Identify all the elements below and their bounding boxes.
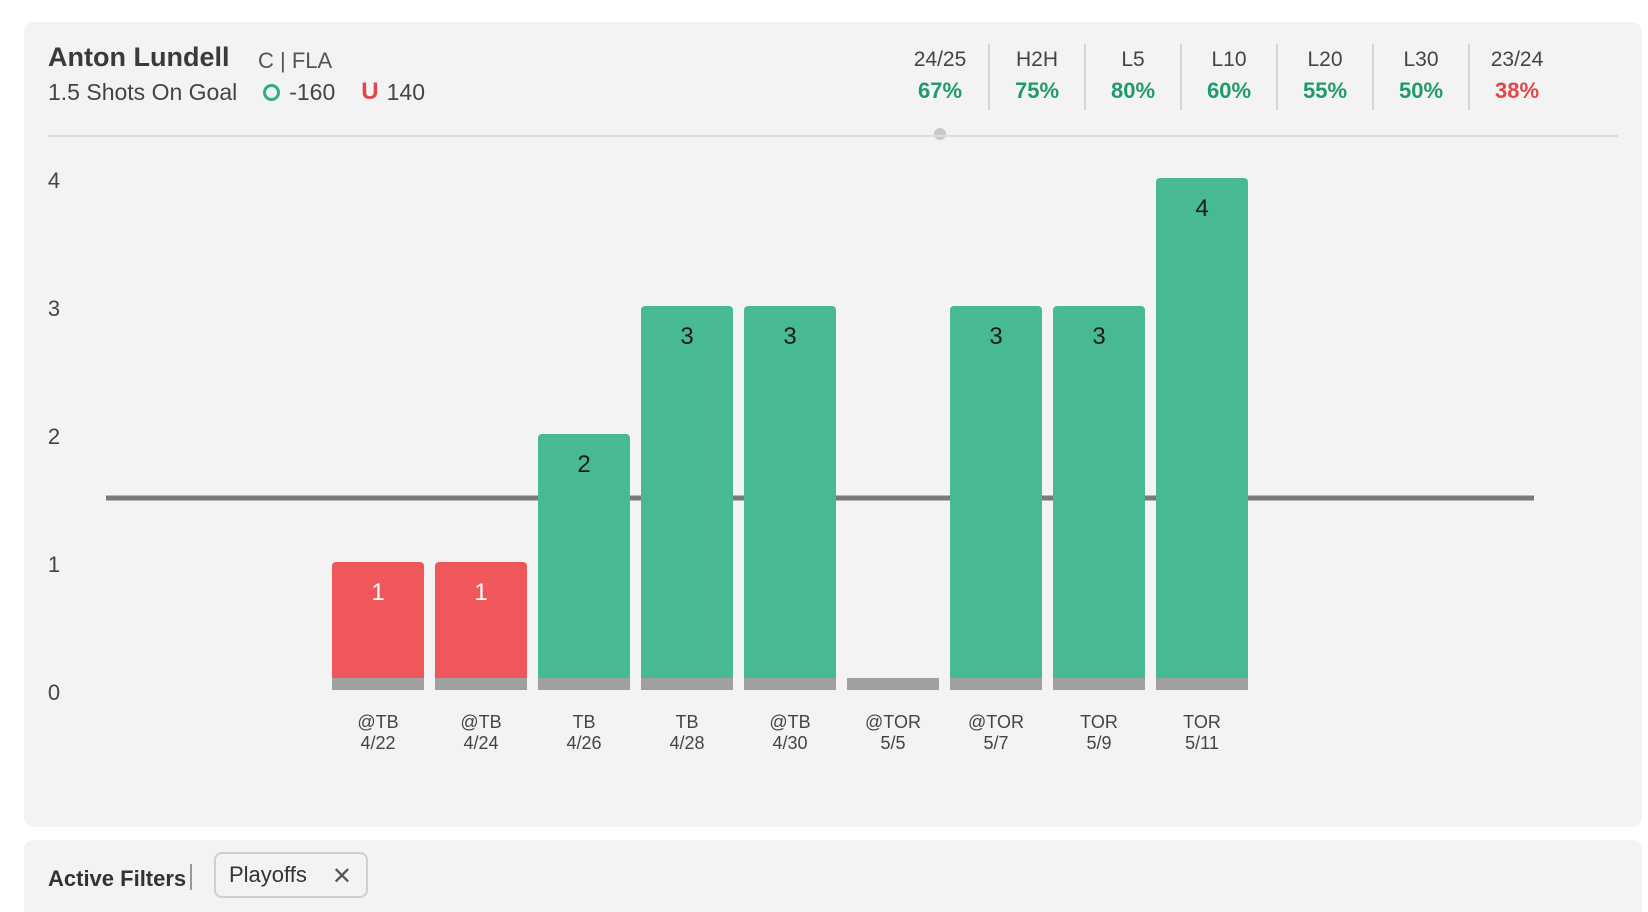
close-icon[interactable]: ✕ <box>331 863 352 890</box>
player-position: C | FLA <box>258 48 333 73</box>
header-divider <box>48 135 1618 137</box>
stat-value: 75% <box>1014 78 1060 103</box>
over-odds: -160 <box>263 79 335 106</box>
x-tick-opponent: @TOR <box>865 712 921 732</box>
x-tick-date: 4/24 <box>463 733 498 753</box>
bar-base <box>847 678 939 690</box>
bar <box>538 434 630 690</box>
chart-card: Anton Lundell C | FLA 1.5 Shots On Goal … <box>24 22 1642 827</box>
stat-tab-l30[interactable]: L30 50% <box>1372 44 1468 110</box>
bar <box>641 306 733 690</box>
x-tick-opponent: @TOR <box>968 712 1024 732</box>
bar-base <box>1156 678 1248 690</box>
data-label: 3 <box>989 323 1002 350</box>
bar <box>332 562 424 690</box>
stat-label: H2H <box>1015 48 1058 71</box>
stat-label: 23/24 <box>1490 48 1544 71</box>
bar <box>1053 306 1145 690</box>
stat-value: 67% <box>917 78 963 103</box>
x-tick-date: 4/30 <box>772 733 807 753</box>
stat-label: L20 <box>1307 48 1343 71</box>
x-tick-opponent: TOR <box>1183 712 1221 732</box>
bar <box>435 562 527 690</box>
filter-chip-playoffs[interactable]: Playoffs ✕ <box>214 852 368 898</box>
x-tick-opponent: TB <box>572 712 595 732</box>
bar-base <box>435 678 527 690</box>
filter-chip-label: Playoffs <box>229 862 307 887</box>
x-tick-date: 5/9 <box>1086 733 1111 753</box>
data-label: 3 <box>783 323 796 350</box>
stat-value: 38% <box>1494 78 1540 103</box>
stat-tab-l5[interactable]: L5 80% <box>1084 44 1180 110</box>
under-icon: U <box>361 78 379 105</box>
bar <box>950 306 1042 690</box>
y-tick-label: 0 <box>48 680 60 705</box>
x-tick-date: 4/28 <box>669 733 704 753</box>
x-tick-opponent: @TB <box>460 712 501 732</box>
stat-value: 55% <box>1302 78 1348 103</box>
data-label: 3 <box>680 323 693 350</box>
under-odds-value: 140 <box>386 78 425 105</box>
data-label: 1 <box>474 579 487 606</box>
y-tick-label: 3 <box>48 296 60 321</box>
prop-label: 1.5 Shots On Goal <box>48 78 238 105</box>
stats-tabs: 24/25 67% H2H 75% L5 80% L10 60% L20 55%… <box>892 44 1564 140</box>
active-filters-bar: Active Filters Playoffs ✕ <box>24 840 1642 912</box>
x-tick-date: 4/26 <box>566 733 601 753</box>
active-filters-label: Active Filters <box>48 866 187 891</box>
filters-separator <box>190 864 192 890</box>
bar-base <box>332 678 424 690</box>
x-tick-date: 4/22 <box>360 733 395 753</box>
stat-label: 24/25 <box>913 48 967 71</box>
x-tick-opponent: TOR <box>1080 712 1118 732</box>
stat-tab-l10[interactable]: L10 60% <box>1180 44 1276 110</box>
stat-tab-l20[interactable]: L20 55% <box>1276 44 1372 110</box>
stat-label: L10 <box>1211 48 1247 71</box>
bar <box>1156 178 1248 690</box>
bar-base <box>744 678 836 690</box>
stat-value: 50% <box>1398 78 1444 103</box>
bar-base <box>950 678 1042 690</box>
data-label: 2 <box>577 451 590 478</box>
over-icon <box>263 83 281 101</box>
x-tick-opponent: TB <box>675 712 698 732</box>
data-label: 1 <box>371 579 384 606</box>
shots-bar-chart: 012341@TB4/221@TB4/242TB4/263TB4/283@TB4… <box>48 168 1534 753</box>
stat-tab-last-season[interactable]: 23/24 38% <box>1468 44 1564 110</box>
bar-base <box>1053 678 1145 690</box>
x-tick-opponent: @TB <box>769 712 810 732</box>
stat-value: 80% <box>1110 78 1156 103</box>
player-name: Anton Lundell <box>48 42 230 72</box>
x-tick-date: 5/11 <box>1185 733 1219 753</box>
stat-label: L5 <box>1121 48 1145 71</box>
data-label: 4 <box>1195 195 1208 222</box>
stat-tab-season[interactable]: 24/25 67% <box>892 44 988 140</box>
stat-value: 60% <box>1206 78 1252 103</box>
under-odds: U 140 <box>361 78 425 106</box>
bar-base <box>538 678 630 690</box>
x-tick-date: 5/5 <box>880 733 905 753</box>
over-odds-value: -160 <box>289 78 336 105</box>
y-tick-label: 2 <box>48 424 60 449</box>
bar <box>744 306 836 690</box>
data-label: 3 <box>1092 323 1105 350</box>
selected-indicator <box>934 128 946 140</box>
stat-tab-h2h[interactable]: H2H 75% <box>988 44 1084 110</box>
x-tick-opponent: @TB <box>357 712 398 732</box>
y-tick-label: 4 <box>48 168 60 193</box>
y-tick-label: 1 <box>48 552 60 577</box>
x-tick-date: 5/7 <box>983 733 1008 753</box>
prop-line: 1.5 Shots On Goal -160 U 140 <box>48 78 425 106</box>
stat-label: L30 <box>1403 48 1439 71</box>
bar-base <box>641 678 733 690</box>
